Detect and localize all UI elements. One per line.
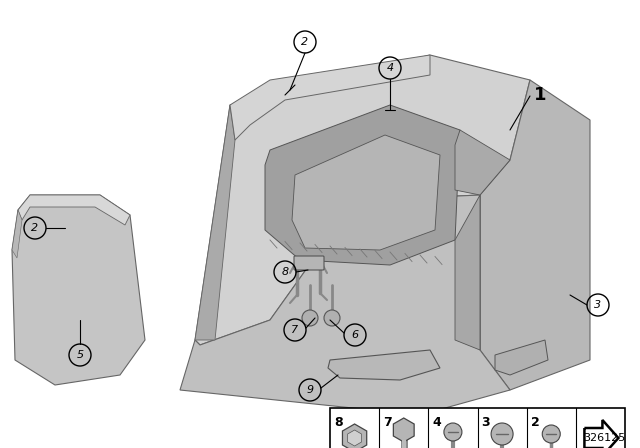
- Polygon shape: [328, 350, 440, 380]
- Circle shape: [324, 310, 340, 326]
- Polygon shape: [348, 430, 362, 446]
- Circle shape: [491, 423, 513, 445]
- Polygon shape: [455, 195, 480, 350]
- Polygon shape: [18, 195, 130, 225]
- Text: 9: 9: [307, 385, 314, 395]
- Text: 3: 3: [595, 300, 602, 310]
- Text: 6: 6: [351, 330, 358, 340]
- Text: 3: 3: [481, 416, 490, 429]
- Text: 8: 8: [282, 267, 289, 277]
- Circle shape: [542, 425, 560, 443]
- FancyBboxPatch shape: [330, 408, 625, 448]
- Text: 2: 2: [31, 223, 38, 233]
- Polygon shape: [195, 105, 235, 340]
- Polygon shape: [342, 424, 367, 448]
- Text: 326125: 326125: [583, 433, 625, 443]
- Polygon shape: [292, 135, 440, 250]
- Polygon shape: [12, 210, 22, 258]
- Polygon shape: [394, 418, 414, 442]
- Text: 7: 7: [291, 325, 299, 335]
- Text: 7: 7: [383, 416, 392, 429]
- Text: 5: 5: [76, 350, 84, 360]
- Text: 2: 2: [531, 416, 540, 429]
- Polygon shape: [195, 55, 530, 345]
- FancyBboxPatch shape: [294, 256, 324, 270]
- Text: 1: 1: [534, 86, 547, 104]
- Text: 2: 2: [301, 37, 308, 47]
- Text: 4: 4: [433, 416, 441, 429]
- Polygon shape: [455, 130, 510, 195]
- Polygon shape: [230, 55, 430, 140]
- Polygon shape: [265, 105, 460, 265]
- Text: 8: 8: [334, 416, 342, 429]
- Text: 4: 4: [387, 63, 394, 73]
- Polygon shape: [180, 195, 510, 415]
- Polygon shape: [12, 195, 145, 385]
- Circle shape: [444, 423, 462, 441]
- Circle shape: [302, 310, 318, 326]
- Polygon shape: [480, 80, 590, 390]
- Polygon shape: [495, 340, 548, 375]
